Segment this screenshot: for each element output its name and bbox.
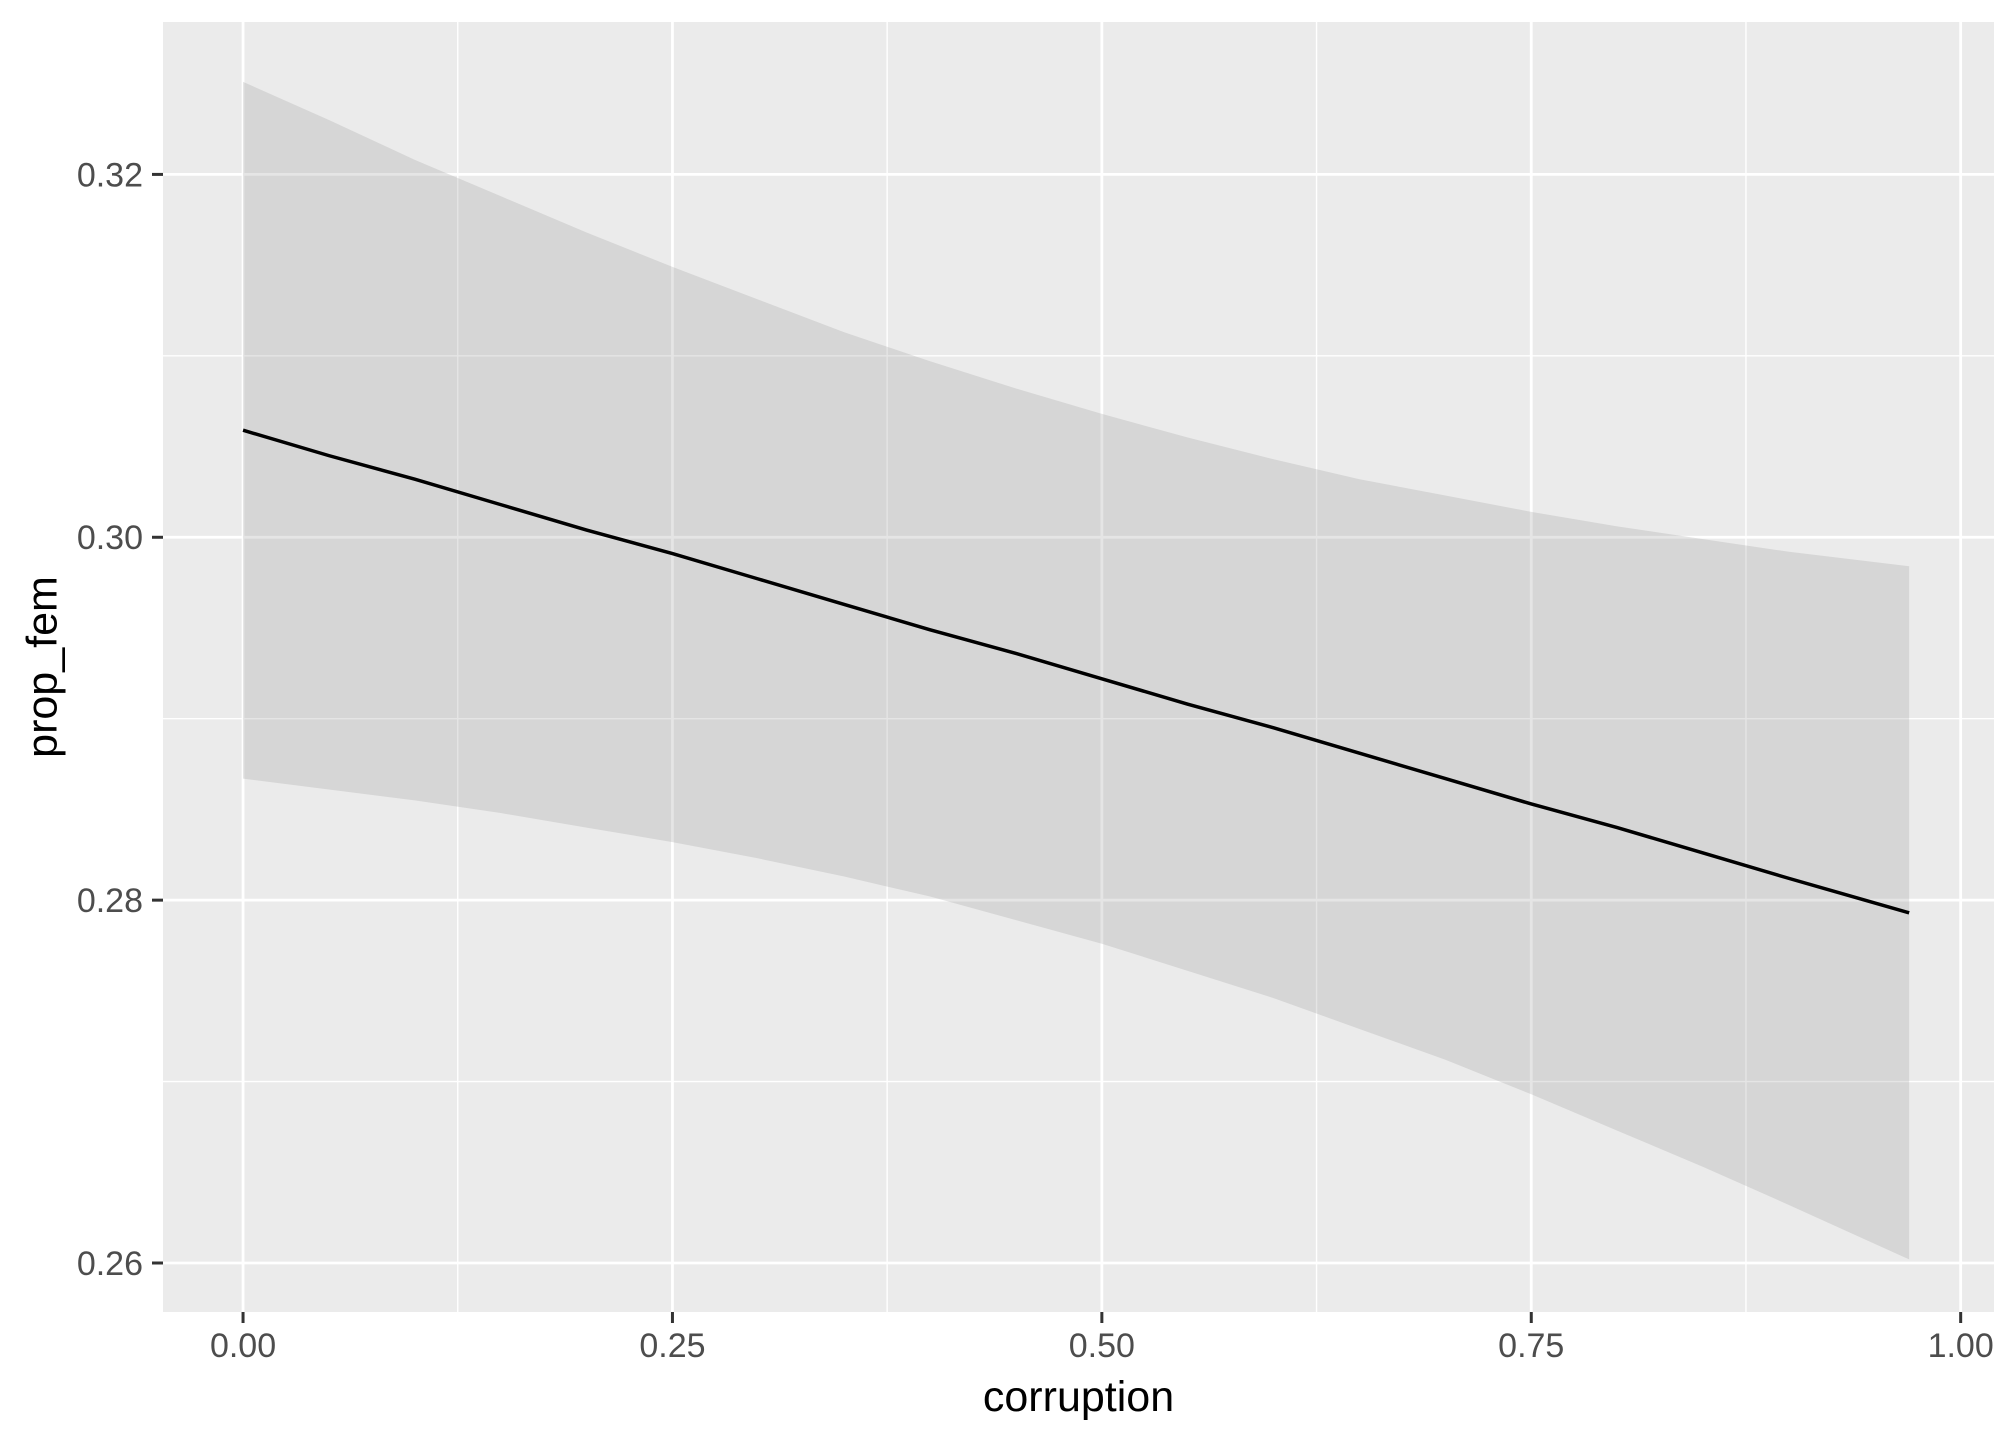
x-tick-label: 0.50	[1069, 1327, 1135, 1365]
panel-background	[163, 22, 1994, 1312]
x-axis-title: corruption	[982, 1373, 1175, 1421]
x-tick-label: 0.00	[210, 1327, 276, 1365]
y-tick-label: 0.32	[77, 156, 143, 194]
regression-line	[242, 428, 1910, 915]
y-tick-label: 0.30	[77, 519, 143, 557]
y-tick-label: 0.28	[77, 882, 143, 920]
y-axis-title: prop_fem	[18, 576, 67, 758]
x-tick-label: 0.75	[1498, 1327, 1564, 1365]
y-tick-label: 0.26	[77, 1245, 143, 1283]
x-tick-label: 1.00	[1928, 1327, 1994, 1365]
x-tick-label: 0.25	[639, 1327, 705, 1365]
